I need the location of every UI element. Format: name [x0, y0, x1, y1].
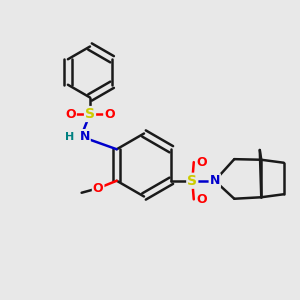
Text: S: S [187, 174, 197, 188]
Text: H: H [65, 131, 74, 142]
Text: O: O [93, 182, 104, 195]
Text: O: O [65, 107, 76, 121]
Text: O: O [197, 156, 208, 169]
Text: S: S [85, 107, 95, 121]
Text: N: N [80, 130, 90, 143]
Text: O: O [197, 193, 208, 206]
Text: O: O [104, 107, 115, 121]
Text: N: N [210, 174, 220, 187]
